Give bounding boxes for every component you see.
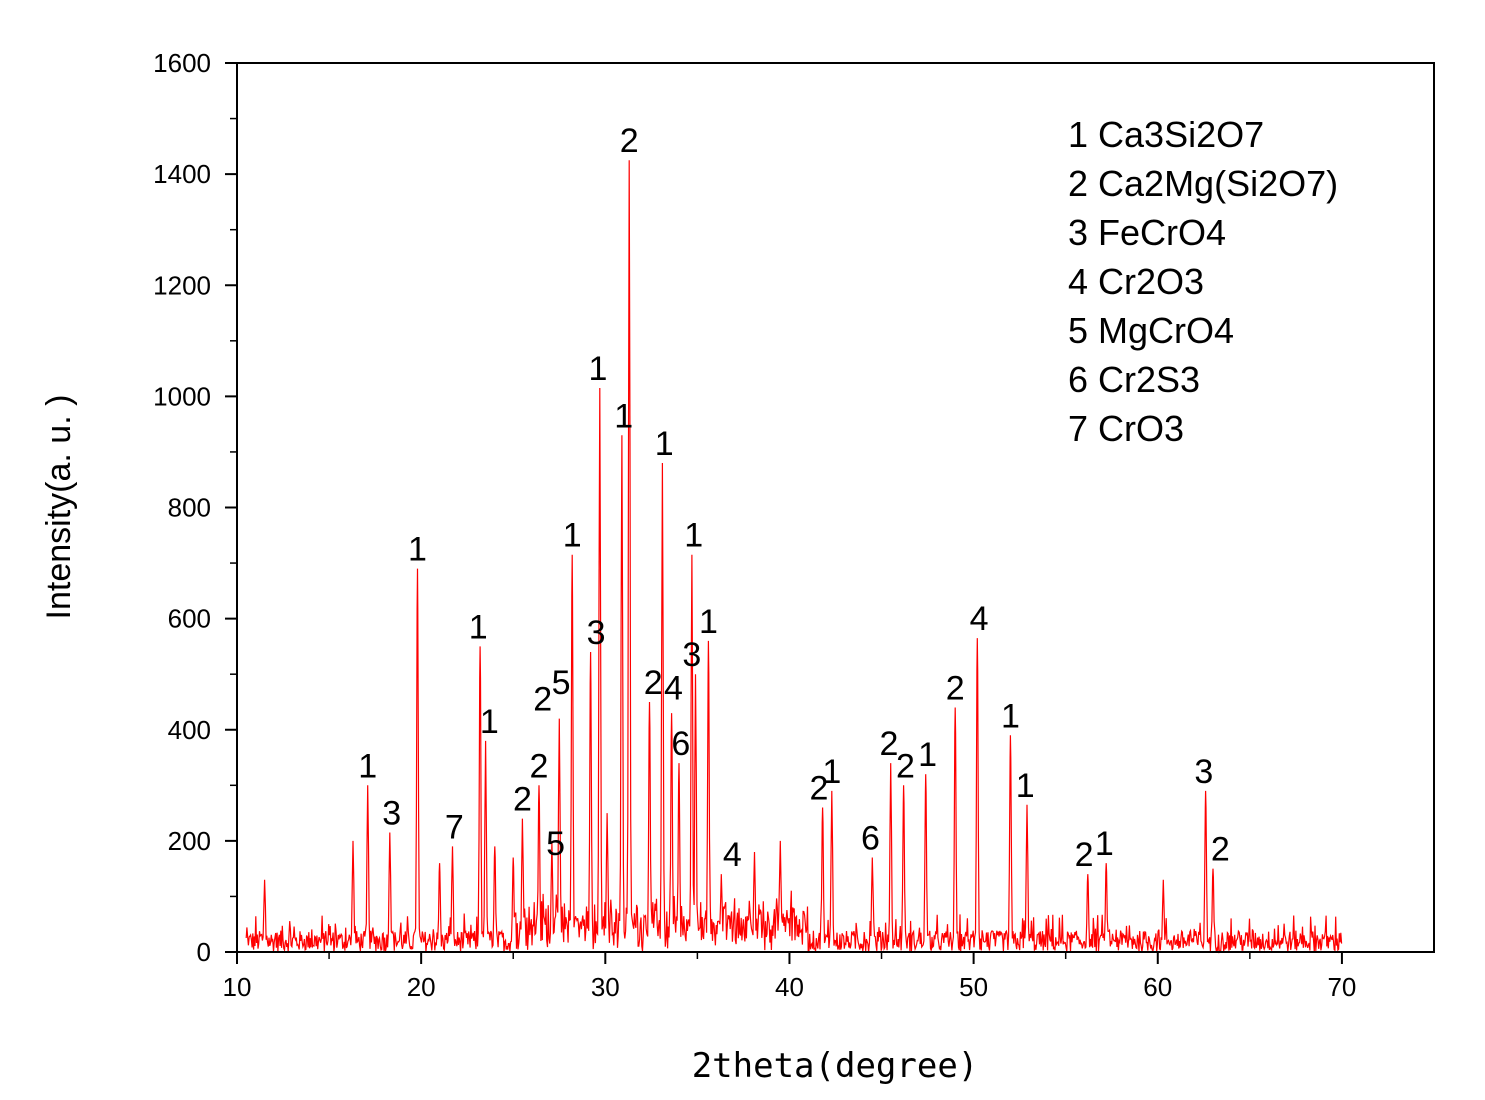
peak-label: 2 [896, 747, 915, 785]
peak-label: 3 [1194, 753, 1213, 791]
y-axis-title: Intensity(a. u. ) [40, 395, 78, 620]
x-tick-label: 10 [223, 972, 252, 1002]
x-tick-label: 60 [1143, 972, 1172, 1002]
peak-label: 1 [918, 736, 937, 774]
x-tick-label: 40 [775, 972, 804, 1002]
y-tick-label: 600 [168, 604, 211, 634]
peak-label: 6 [671, 725, 690, 763]
peak-label: 2 [809, 770, 828, 808]
peak-label: 1 [1016, 767, 1035, 805]
peak-label: 4 [723, 836, 742, 874]
peak-label: 5 [546, 825, 565, 863]
legend: 1 Ca3Si2O7 2 Ca2Mg(Si2O7) 3 FeCrO4 4 Cr2O3 5… [1068, 114, 1338, 449]
peak-label: 6 [861, 820, 880, 858]
peak-label: 3 [587, 614, 606, 652]
y-tick-label: 200 [168, 826, 211, 856]
x-tick-label: 30 [591, 972, 620, 1002]
legend-entry: 2 Ca2Mg(Si2O7) [1068, 163, 1338, 204]
y-tick-label: 1400 [153, 159, 211, 189]
y-tick-label: 1600 [153, 48, 211, 78]
y-tick-label: 1200 [153, 270, 211, 300]
peak-label: 2 [533, 681, 552, 719]
peak-label: 2 [879, 725, 898, 763]
x-tick-label: 20 [407, 972, 436, 1002]
peak-label: 1 [684, 517, 703, 555]
y-tick-label: 0 [197, 937, 211, 967]
peak-label: 4 [970, 600, 989, 638]
legend-entry: 6 Cr2S3 [1068, 359, 1200, 400]
peak-label: 3 [382, 795, 401, 833]
legend-entry: 5 MgCrO4 [1068, 310, 1234, 351]
y-tick-label: 400 [168, 715, 211, 745]
peak-label: 7 [445, 808, 464, 846]
legend-entry: 4 Cr2O3 [1068, 261, 1204, 302]
legend-entry: 7 CrO3 [1068, 408, 1184, 449]
peak-label: 2 [1211, 831, 1230, 869]
peak-label: 2 [946, 670, 965, 708]
legend-entry: 1 Ca3Si2O7 [1068, 114, 1264, 155]
peak-label: 1 [655, 425, 674, 463]
peak-label: 2 [620, 122, 639, 160]
x-tick-label: 50 [959, 972, 988, 1002]
peak-label: 1 [480, 703, 499, 741]
peak-label: 2 [530, 747, 549, 785]
peak-label: 1 [614, 397, 633, 435]
peak-label: 1 [699, 603, 718, 641]
peak-label: 1 [563, 517, 582, 555]
y-axis-ticks: 0 200 400 600 800 1000 1200 1400 1600 [153, 48, 237, 967]
peak-label: 3 [682, 636, 701, 674]
x-axis-title: 2theta(degree) [692, 1046, 979, 1086]
peak-label: 1 [358, 747, 377, 785]
peak-label: 2 [513, 781, 532, 819]
peak-label: 1 [408, 531, 427, 569]
peak-label: 1 [1095, 825, 1114, 863]
legend-entry: 3 FeCrO4 [1068, 212, 1226, 253]
peak-label: 2 [1075, 836, 1094, 874]
peak-label: 1 [588, 350, 607, 388]
peak-label: 1 [822, 753, 841, 791]
y-tick-label: 800 [168, 493, 211, 523]
peak-label: 1 [1001, 697, 1020, 735]
y-tick-label: 1000 [153, 381, 211, 411]
peak-label: 4 [664, 670, 683, 708]
x-axis-ticks: 10 20 30 40 50 60 70 [223, 952, 1356, 1002]
peak-label: 1 [469, 608, 488, 646]
xrd-spectrum-line [245, 160, 1343, 954]
x-tick-label: 70 [1327, 972, 1356, 1002]
peak-label: 2 [644, 664, 663, 702]
peak-label: 5 [552, 664, 571, 702]
